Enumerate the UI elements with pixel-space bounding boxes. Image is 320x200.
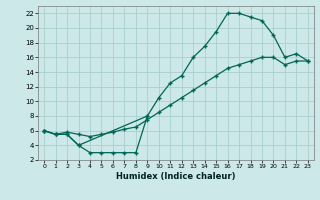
X-axis label: Humidex (Indice chaleur): Humidex (Indice chaleur) xyxy=(116,172,236,181)
